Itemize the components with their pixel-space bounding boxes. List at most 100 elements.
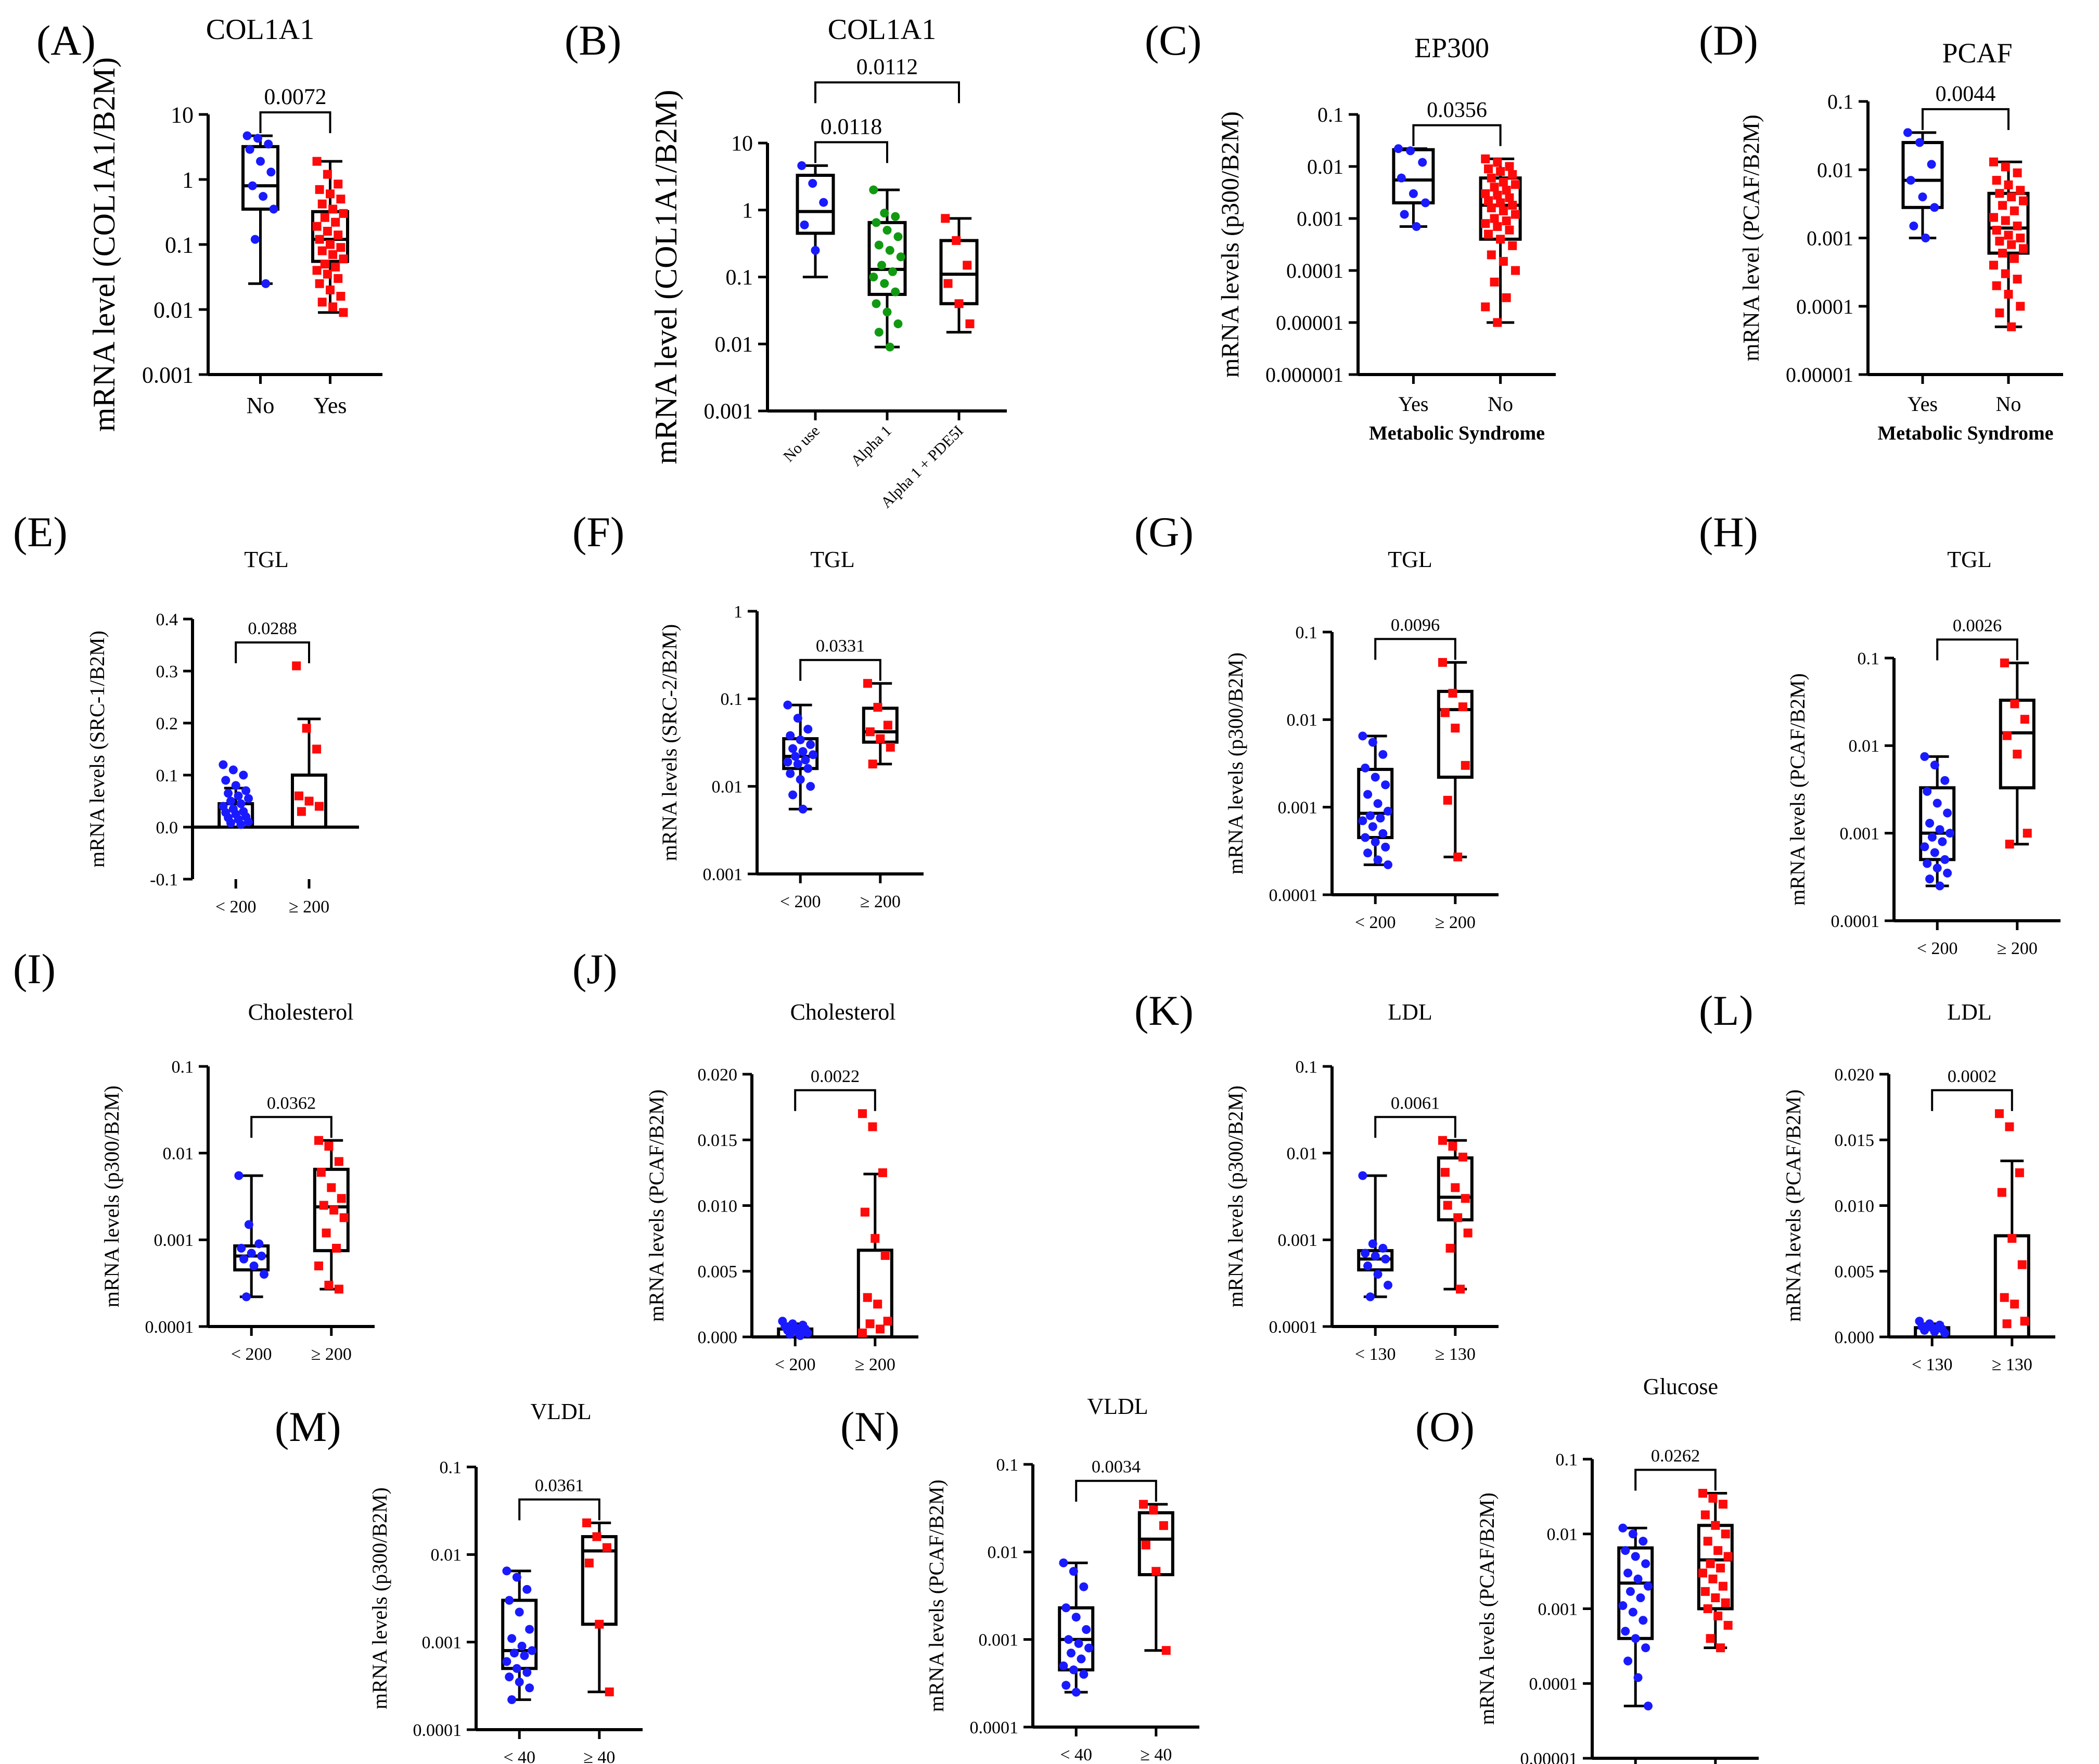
data-point <box>1456 1284 1465 1294</box>
x-tick-label: < 40 <box>503 1748 535 1764</box>
data-point <box>1496 235 1505 244</box>
data-point <box>1400 210 1409 219</box>
data-point <box>1909 221 1918 230</box>
y-tick-label: 0.015 <box>698 1131 738 1150</box>
data-point <box>885 246 894 255</box>
data-point <box>1481 189 1490 198</box>
y-axis-label: mRNA levels (PCAF/B2M) <box>645 1089 668 1322</box>
y-axis-label: mRNA level (PCAF/B2M) <box>1738 114 1764 361</box>
y-tick-label: 0.001 <box>1278 1231 1318 1250</box>
data-point <box>2010 1299 2019 1309</box>
data-point <box>1149 1505 1158 1515</box>
data-point <box>863 679 872 688</box>
data-point <box>1490 214 1499 223</box>
data-point <box>323 269 332 279</box>
data-point <box>1995 237 2004 246</box>
y-tick-label: 0.001 <box>704 400 753 424</box>
data-point <box>1511 210 1520 219</box>
y-tick-label: 0.2 <box>156 714 178 733</box>
data-point <box>249 1261 259 1271</box>
panel-letter: (E) <box>13 508 68 556</box>
data-point <box>803 764 813 773</box>
p-value-label: 0.0118 <box>821 114 882 139</box>
data-point <box>1373 1270 1383 1279</box>
data-point <box>1378 1243 1388 1253</box>
data-point <box>331 262 340 272</box>
data-point <box>525 1683 534 1693</box>
data-point <box>328 302 338 312</box>
data-point <box>1365 1292 1375 1302</box>
data-point <box>1930 203 1939 212</box>
data-point <box>228 765 238 775</box>
data-point <box>239 1254 249 1264</box>
y-tick-label: 0.01 <box>1849 737 1880 756</box>
data-point <box>2007 240 2016 249</box>
x-tick-label: ≥ 130 <box>1435 1345 1476 1364</box>
significance-bracket <box>518 1498 600 1521</box>
data-point <box>1084 1643 1094 1653</box>
data-point <box>319 1201 328 1210</box>
data-point <box>595 1619 604 1629</box>
data-point <box>250 235 260 244</box>
data-point <box>1458 702 1467 712</box>
data-point <box>314 802 324 811</box>
data-point <box>872 299 881 308</box>
data-point <box>1628 1607 1637 1617</box>
data-point <box>893 232 903 241</box>
data-point <box>1946 829 1955 838</box>
y-tick-label: 1 <box>742 199 753 223</box>
y-tick-label: 0.00001 <box>1276 311 1343 334</box>
data-point <box>582 1518 591 1527</box>
data-point <box>502 1657 511 1666</box>
data-point <box>2004 180 2013 189</box>
data-point <box>1358 816 1367 826</box>
data-point <box>1920 752 1929 761</box>
data-point <box>317 199 327 209</box>
data-point <box>1633 1673 1643 1682</box>
data-point <box>1923 859 1932 868</box>
y-tick-label: 0.1 <box>440 1458 462 1477</box>
significance-bracket <box>1922 108 2010 130</box>
data-point <box>1483 196 1493 205</box>
y-tick-label: 0.001 <box>979 1631 1019 1650</box>
y-tick-label: 0.1 <box>1317 103 1343 126</box>
panel-e: (E) TGL 0.4 0.3 0.2 0.1 0.0 -0.1 mRNA levels (SR… <box>13 508 359 917</box>
data-point <box>1151 1567 1161 1576</box>
data-point <box>244 817 253 827</box>
data-point <box>954 299 964 308</box>
data-point <box>314 1136 323 1145</box>
p-value-label: 0.0034 <box>1092 1457 1141 1477</box>
data-point <box>1718 1500 1727 1509</box>
significance-bracket <box>794 1089 876 1111</box>
data-point <box>266 168 276 177</box>
data-point <box>584 1559 594 1568</box>
significance-bracket <box>250 1116 332 1138</box>
data-point <box>1453 1213 1463 1222</box>
data-point <box>507 1634 517 1643</box>
y-tick-label: 0.0001 <box>413 1721 462 1740</box>
data-point <box>803 1328 813 1337</box>
data-point <box>1995 308 2004 317</box>
data-point <box>798 804 808 814</box>
data-point <box>793 714 802 723</box>
data-point <box>522 1668 532 1677</box>
significance-bracket <box>1374 638 1456 660</box>
x-tick-label: Yes <box>313 393 347 418</box>
data-point <box>788 744 798 753</box>
data-point <box>1626 1587 1635 1596</box>
y-axis-label: mRNA levels (p300/B2M) <box>368 1487 391 1709</box>
data-point <box>880 209 889 218</box>
data-point <box>328 204 338 214</box>
data-point <box>339 308 348 317</box>
x-tick-label: ≥ 200 <box>1997 939 2038 958</box>
data-point <box>2000 658 2009 667</box>
data-point <box>876 1324 885 1334</box>
panel-l: (L) LDL 0.020 0.015 0.010 0.005 0.000 mRNA leve… <box>1699 987 2055 1374</box>
chart-title: LDL <box>1388 999 1432 1025</box>
significance-bracket <box>1075 1479 1157 1502</box>
x-tick-label: < 200 <box>780 892 821 911</box>
x-tick-label: Yes <box>1398 392 1428 416</box>
data-point <box>317 246 327 255</box>
x-tick-label: ≥ 40 <box>583 1748 615 1764</box>
